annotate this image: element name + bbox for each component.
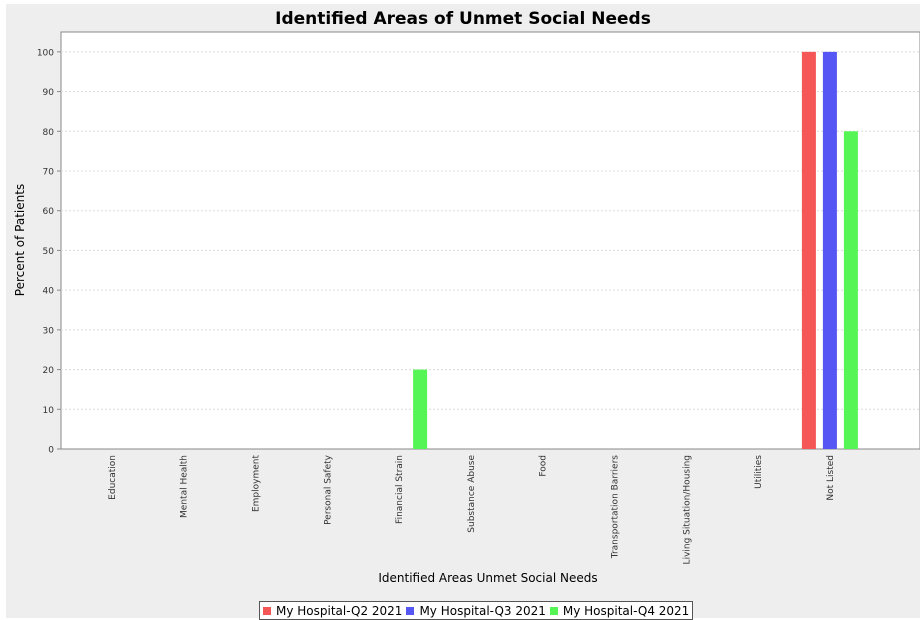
legend-swatch [406,606,415,615]
legend-item: My Hospital-Q2 2021 [263,604,402,618]
x-tick-label: Financial Strain [395,455,405,524]
chart-svg: 0 10 20 30 40 50 60 70 80 90 100 Education Mental H… [13,31,920,585]
legend-swatch [549,606,558,615]
x-tick-label: Living Situation/Housing [682,455,692,564]
bar-layer [413,51,858,449]
x-tick-label: Mental Health [180,455,190,518]
bar [822,51,837,449]
bar [801,51,816,449]
bar [413,369,428,449]
x-tick-label: Employment [252,455,262,513]
bar [843,131,858,449]
x-tick-label: Not Listed [826,455,836,501]
y-tick-label: 50 [43,247,55,257]
y-tick-label: 40 [43,287,55,297]
chart-title: Identified Areas of Unmet Social Needs [275,9,651,29]
y-tick-label: 20 [43,366,55,376]
legend-item: My Hospital-Q4 2021 [549,603,690,618]
legend-label: My Hospital-Q2 2021 [276,603,403,618]
x-axis-ticks: Education Mental Health Employment Personal… [108,454,836,564]
y-tick-label: 80 [43,128,55,138]
x-tick-label: Transportation Barriers [611,455,621,560]
legend-swatch [263,606,271,615]
grid-layer [61,51,920,410]
legend-label: My Hospital-Q4 2021 [562,603,690,618]
x-tick-label: Food [539,455,549,477]
x-tick-label: Personal Safety [323,454,333,525]
y-tick-label: 100 [37,48,54,58]
y-tick-label: 90 [43,88,55,98]
chart-frame: Identified Areas of Unmet Social Needs 0… [6,4,920,620]
legend-label: My Hospital-Q3 2021 [419,603,546,618]
legend: My Hospital-Q2 2021 My Hospital-Q3 2021 My… [259,601,694,620]
y-tick-label: 10 [43,406,55,416]
y-axis-ticks: 0 10 20 30 40 50 60 70 80 90 100 [37,48,61,456]
x-axis-label: Identified Areas Unmet Social Needs [378,571,597,585]
x-tick-label: Education [108,455,118,500]
y-tick-label: 30 [43,326,55,336]
x-tick-label: Substance Abuse [467,455,477,533]
y-axis-label: Percent of Patients [13,184,27,296]
y-tick-label: 0 [48,446,54,456]
plot-area [60,31,920,450]
legend-item: My Hospital-Q3 2021 [406,603,546,618]
y-tick-label: 60 [43,207,55,217]
y-tick-label: 70 [43,168,55,178]
x-tick-label: Utilities [754,455,764,489]
